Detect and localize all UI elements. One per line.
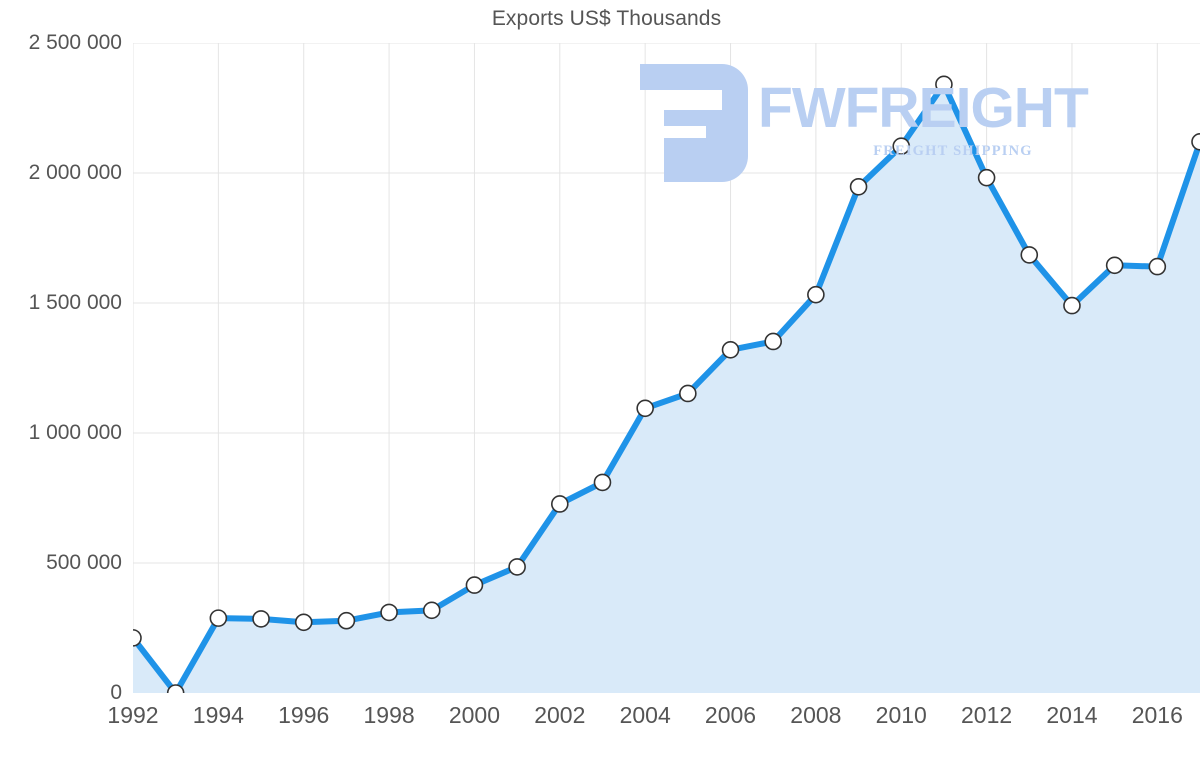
- x-axis-tick-label: 1992: [107, 702, 159, 728]
- data-point[interactable]: [935, 75, 953, 94]
- data-point[interactable]: [593, 473, 612, 492]
- data-point[interactable]: [721, 340, 740, 359]
- data-point[interactable]: [849, 177, 868, 196]
- y-axis-tick-label: 2 500 000: [28, 31, 122, 54]
- x-axis-tick-label: 2010: [875, 702, 927, 728]
- data-point[interactable]: [508, 558, 526, 576]
- plot-area: [133, 43, 1200, 693]
- data-point[interactable]: [892, 137, 911, 156]
- y-axis-tick-label: 0: [110, 681, 122, 704]
- x-axis-tick-label: 2014: [1046, 702, 1098, 728]
- x-axis-tick-label: 2006: [704, 702, 757, 728]
- x-axis-tick-label: 2012: [961, 702, 1013, 728]
- area-fill: [133, 84, 1200, 693]
- y-axis-tick-label: 1 000 000: [28, 421, 122, 444]
- data-point[interactable]: [1020, 246, 1039, 264]
- data-point[interactable]: [209, 609, 228, 627]
- x-axis-tick-label: 1994: [192, 702, 244, 728]
- y-axis-tick-label: 1 500 000: [28, 291, 122, 314]
- x-axis-tick-label: 2000: [448, 702, 501, 728]
- data-point[interactable]: [337, 611, 356, 630]
- data-point[interactable]: [807, 285, 825, 304]
- data-point[interactable]: [133, 629, 142, 647]
- data-point[interactable]: [380, 603, 398, 622]
- x-axis-tick-label: 2004: [619, 702, 671, 728]
- data-point-markers[interactable]: [133, 75, 1200, 693]
- y-axis-tick-label: 500 000: [46, 551, 122, 574]
- data-point[interactable]: [977, 168, 996, 187]
- x-axis-tick-label: 1998: [363, 702, 415, 728]
- data-point[interactable]: [422, 601, 441, 620]
- data-point[interactable]: [1191, 133, 1200, 151]
- data-point[interactable]: [166, 684, 185, 693]
- data-point[interactable]: [1063, 296, 1081, 315]
- data-point[interactable]: [679, 384, 697, 403]
- x-axis-tick-label: 2002: [534, 702, 586, 728]
- y-axis-tick-label: 2 000 000: [28, 161, 122, 184]
- data-point[interactable]: [1148, 257, 1167, 276]
- data-point[interactable]: [294, 613, 313, 632]
- data-point[interactable]: [764, 332, 783, 351]
- data-point[interactable]: [1105, 256, 1124, 275]
- data-point[interactable]: [636, 399, 654, 418]
- data-point[interactable]: [465, 576, 484, 594]
- data-point[interactable]: [252, 610, 270, 628]
- x-axis-tick-label: 1996: [278, 702, 330, 728]
- chart-plot-svg: [133, 43, 1200, 693]
- data-point[interactable]: [550, 495, 569, 513]
- x-axis-tick-label: 2016: [1131, 702, 1183, 728]
- x-axis-tick-label: 2008: [790, 702, 842, 728]
- chart-title: Exports US$ Thousands: [491, 7, 722, 30]
